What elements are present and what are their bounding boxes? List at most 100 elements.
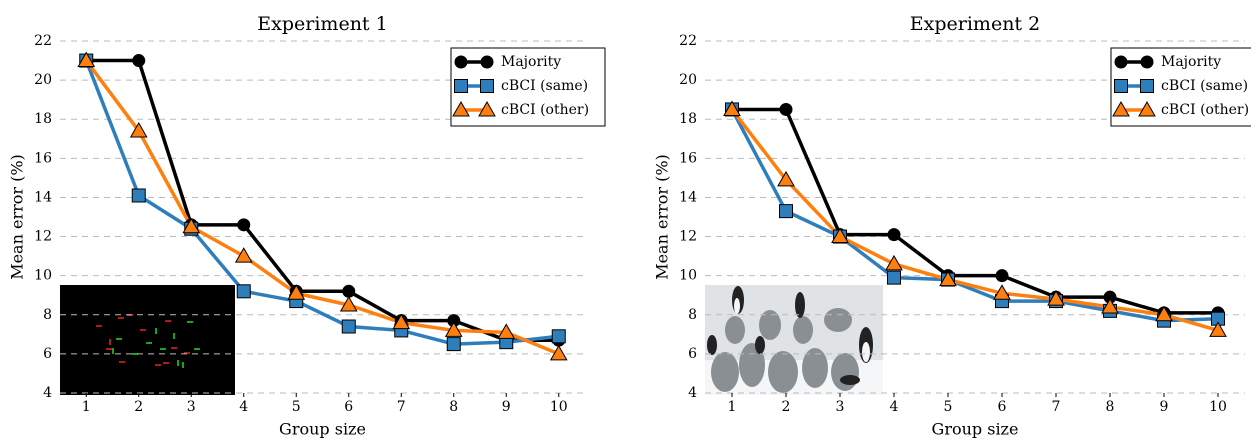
marker xyxy=(1112,100,1130,117)
marker xyxy=(1114,55,1128,69)
legend-label: cBCI (same) xyxy=(1161,78,1248,94)
marker xyxy=(452,100,470,117)
x-tick-label: 10 xyxy=(550,399,568,415)
marker xyxy=(777,170,795,187)
marker xyxy=(887,228,901,242)
legend: Majority cBCI (same) cBCI (other) xyxy=(1110,47,1251,127)
legend-label: Majority xyxy=(1161,54,1221,70)
marker xyxy=(342,284,356,298)
marker xyxy=(480,79,494,93)
marker xyxy=(132,54,146,68)
marker xyxy=(182,217,201,234)
y-axis-label: Mean error (%) xyxy=(653,154,672,280)
marker xyxy=(1047,290,1065,306)
marker xyxy=(454,55,468,69)
marker xyxy=(887,270,901,285)
marker xyxy=(551,329,566,344)
marker xyxy=(723,100,741,116)
marker xyxy=(1101,297,1119,314)
y-tick-label: 10 xyxy=(34,268,52,284)
y-tick-label: 8 xyxy=(43,307,52,323)
y-tick-label: 16 xyxy=(679,150,697,166)
x-tick-label: 2 xyxy=(134,399,143,415)
y-tick-label: 4 xyxy=(688,385,697,401)
series-line xyxy=(84,59,560,356)
marker xyxy=(444,321,463,337)
marker xyxy=(237,218,251,232)
y-tick-label: 20 xyxy=(679,72,697,88)
inset-bci-stimulus xyxy=(60,285,235,395)
marker xyxy=(478,100,496,117)
chart: Experiment 2 Group size Mean error (%) 4 6 8 1… xyxy=(653,13,1251,439)
marker xyxy=(454,79,468,93)
marker xyxy=(480,55,494,69)
legend: Majority cBCI (same) cBCI (other) xyxy=(450,47,606,127)
x-tick-label: 9 xyxy=(502,399,511,415)
x-tick-label: 4 xyxy=(239,399,248,415)
y-tick-label: 18 xyxy=(679,111,697,127)
marker xyxy=(131,188,146,203)
x-axis-label: Group size xyxy=(932,420,1019,439)
series-line xyxy=(730,108,1219,323)
y-tick-label: 16 xyxy=(34,150,52,166)
x-tick-label: 1 xyxy=(728,399,737,415)
marker xyxy=(1114,79,1128,93)
inset-penguin-photo xyxy=(705,285,883,395)
y-tick-label: 22 xyxy=(34,33,52,49)
marker xyxy=(234,247,253,263)
x-tick-label: 7 xyxy=(1052,399,1061,415)
y-tick-label: 14 xyxy=(34,189,52,205)
legend-label: cBCI (same) xyxy=(501,78,588,94)
marker xyxy=(497,323,516,339)
y-tick-label: 8 xyxy=(688,307,697,323)
series-line xyxy=(730,108,1219,333)
marker xyxy=(993,284,1011,300)
marker xyxy=(339,295,358,312)
marker xyxy=(939,270,957,287)
legend-label: cBCI (other) xyxy=(501,102,589,118)
chart-title: Experiment 2 xyxy=(910,13,1040,35)
x-tick-label: 3 xyxy=(836,399,845,415)
y-tick-label: 18 xyxy=(34,111,52,127)
marker xyxy=(1140,55,1154,69)
y-tick-label: 6 xyxy=(43,346,52,362)
y-tick-label: 12 xyxy=(34,229,52,245)
marker xyxy=(1138,100,1156,117)
y-tick-label: 22 xyxy=(679,33,697,49)
marker xyxy=(1209,321,1227,337)
x-tick-label: 9 xyxy=(1160,399,1169,415)
y-tick-label: 4 xyxy=(43,385,52,401)
series-line xyxy=(732,107,1218,315)
y-tick-label: 6 xyxy=(688,346,697,362)
marker xyxy=(779,204,793,219)
chart-title: Experiment 1 xyxy=(257,13,387,35)
x-tick-label: 7 xyxy=(397,399,406,415)
x-axis-label: Group size xyxy=(279,420,366,439)
y-tick-label: 12 xyxy=(679,229,697,245)
legend-label: Majority xyxy=(501,54,561,70)
marker xyxy=(831,227,849,244)
x-tick-label: 3 xyxy=(187,399,196,415)
series-line xyxy=(84,59,559,346)
marker xyxy=(549,344,568,361)
marker xyxy=(129,121,148,138)
marker xyxy=(885,254,903,271)
y-axis-label: Mean error (%) xyxy=(8,154,27,280)
x-tick-label: 8 xyxy=(449,399,458,415)
marker xyxy=(1140,79,1154,93)
x-tick-label: 5 xyxy=(944,399,953,415)
marker xyxy=(341,319,356,334)
x-tick-label: 6 xyxy=(998,399,1007,415)
marker xyxy=(1155,305,1173,322)
y-tick-label: 10 xyxy=(679,268,697,284)
legend-label: cBCI (other) xyxy=(1161,102,1249,118)
y-tick-label: 20 xyxy=(34,72,52,88)
marker xyxy=(287,284,306,300)
marker xyxy=(779,102,793,116)
x-tick-label: 5 xyxy=(292,399,301,415)
x-tick-label: 6 xyxy=(344,399,353,415)
marker xyxy=(392,313,411,330)
x-tick-label: 10 xyxy=(1209,399,1227,415)
chart: Experiment 1 Group size Mean error (%) 4 6 8 1… xyxy=(8,13,606,439)
